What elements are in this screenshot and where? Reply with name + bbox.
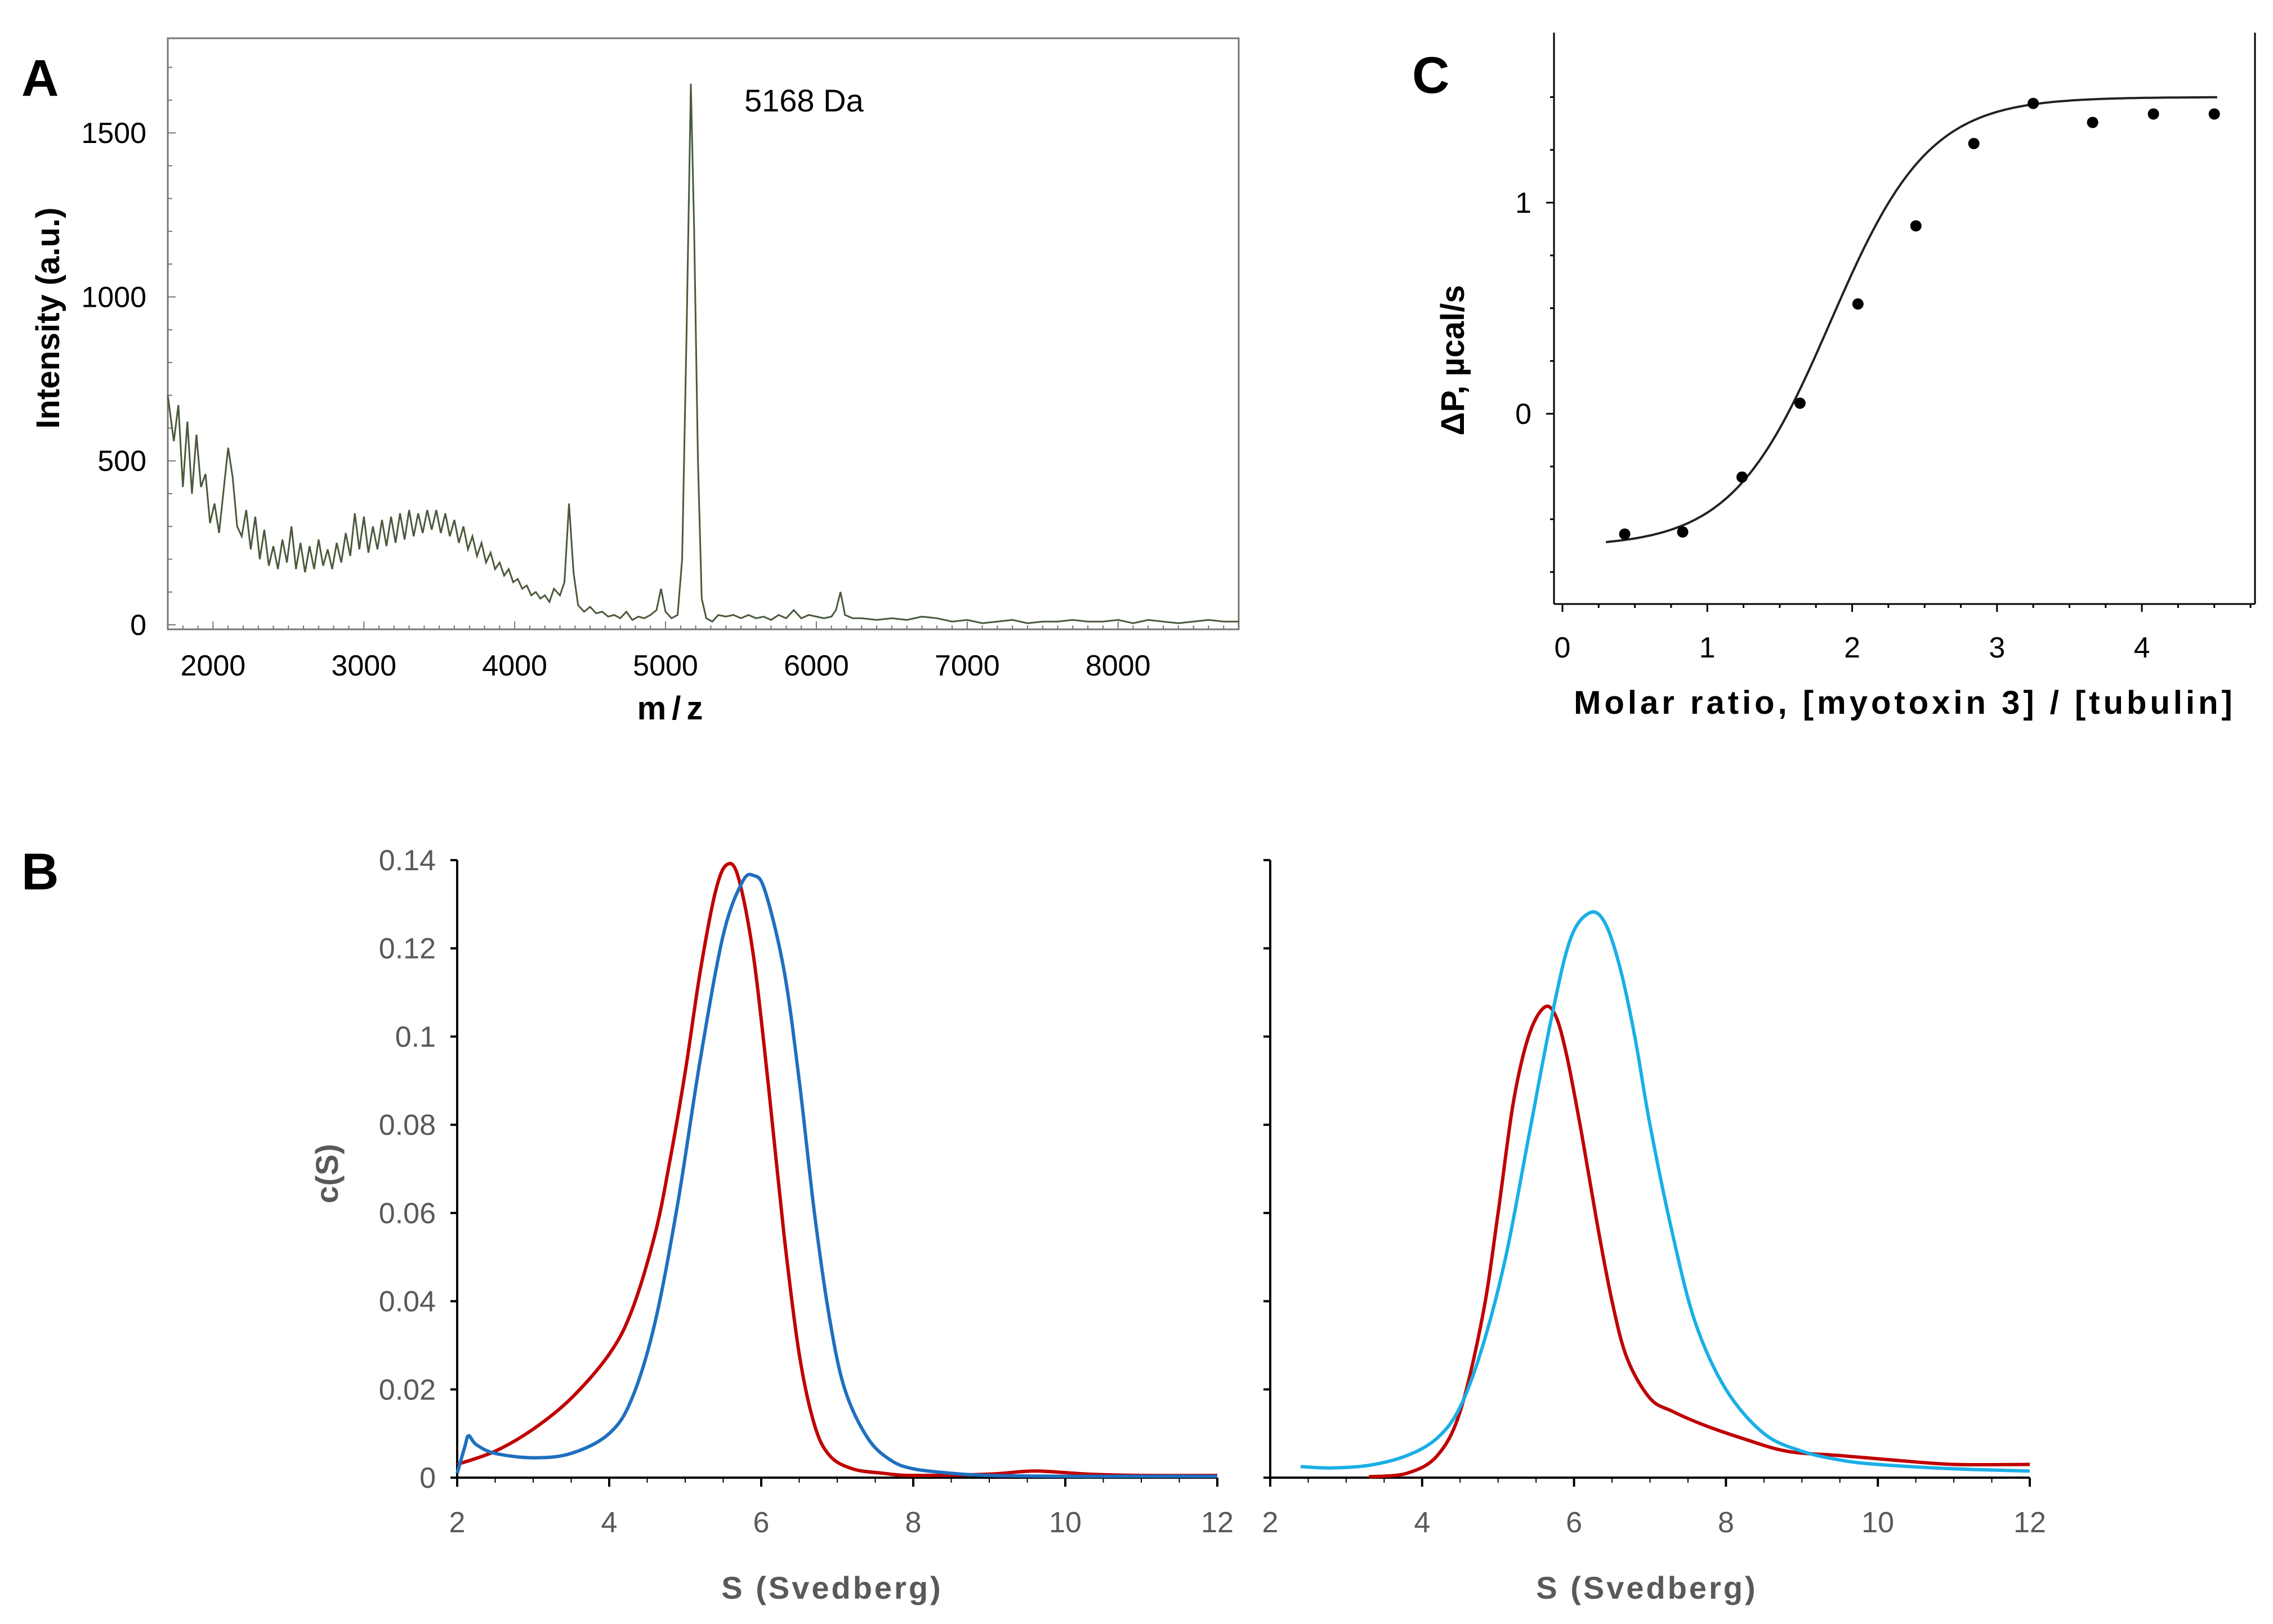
panel-c-x-title: Molar ratio, [myotoxin 3] / [tubulin] bbox=[1574, 685, 2236, 721]
panel-a-chart: 0 500 1000 1500 2000 3000 4000 5000 6000 7000 800… bbox=[30, 37, 1240, 727]
panel-b-right-chart: 2 4 6 8 10 12 S (Svedberg) bbox=[1262, 859, 2046, 1605]
x-tick-label: 3 bbox=[1989, 632, 2005, 664]
y-tick-label: 0 bbox=[1515, 398, 1531, 431]
panel-c-y-title: ΔP, µcal/s bbox=[1435, 285, 1471, 436]
x-tick-label: 8 bbox=[1718, 1506, 1734, 1539]
spectrum-line bbox=[167, 83, 1239, 624]
data-point bbox=[1852, 298, 1864, 310]
panel-a-label: A bbox=[21, 50, 59, 107]
data-point bbox=[1910, 220, 1922, 232]
series-blue-line bbox=[456, 873, 1217, 1478]
x-tick-label: 4 bbox=[2134, 632, 2150, 664]
y-tick-label: 0 bbox=[419, 1462, 436, 1495]
x-tick-label: 6000 bbox=[784, 650, 849, 682]
panel-b-right-x-title: S (Svedberg) bbox=[1536, 1570, 1757, 1605]
series-cyan-line bbox=[1300, 910, 2030, 1473]
y-tick-label: 1 bbox=[1515, 187, 1531, 220]
peak-annotation: 5168 Da bbox=[744, 83, 864, 118]
data-point bbox=[2208, 108, 2220, 120]
panel-b-left-x-title: S (Svedberg) bbox=[721, 1570, 943, 1605]
x-tick-label: 10 bbox=[1861, 1506, 1894, 1539]
data-point bbox=[2147, 108, 2159, 120]
y-tick-label: 0.08 bbox=[379, 1109, 436, 1142]
x-tick-label: 4 bbox=[601, 1506, 618, 1539]
x-tick-label: 6 bbox=[753, 1506, 770, 1539]
x-tick-label: 10 bbox=[1049, 1506, 1082, 1539]
y-tick-label: 0.14 bbox=[379, 844, 436, 877]
x-tick-label: 5000 bbox=[633, 650, 698, 682]
data-point bbox=[1677, 526, 1689, 538]
panel-c-label: C bbox=[1412, 47, 1449, 104]
panel-a-x-title: m/z bbox=[637, 690, 709, 727]
x-tick-label: 2000 bbox=[181, 650, 246, 682]
x-tick-label: 3000 bbox=[331, 650, 396, 682]
x-tick-label: 1 bbox=[1699, 632, 1716, 664]
x-tick-label: 2 bbox=[1844, 632, 1860, 664]
x-tick-label: 2 bbox=[1262, 1506, 1279, 1539]
panel-b-left-y-title: c(S) bbox=[309, 1144, 345, 1204]
series-red-line bbox=[457, 862, 1218, 1478]
x-tick-label: 8000 bbox=[1086, 650, 1151, 682]
y-tick-label: 0.04 bbox=[379, 1286, 436, 1318]
y-tick-label: 0.06 bbox=[379, 1197, 436, 1230]
data-point bbox=[2028, 97, 2039, 109]
y-tick-label: 0.02 bbox=[379, 1374, 436, 1406]
y-tick-label: 500 bbox=[97, 445, 146, 478]
panel-b-label: B bbox=[21, 843, 59, 901]
y-tick-label: 0.1 bbox=[395, 1021, 436, 1053]
x-tick-label: 12 bbox=[2013, 1506, 2046, 1539]
x-tick-label: 7000 bbox=[935, 650, 1000, 682]
panel-a-frame bbox=[167, 37, 1240, 630]
y-tick-label: 1500 bbox=[81, 117, 146, 150]
x-tick-label: 0 bbox=[1555, 632, 1571, 664]
data-point bbox=[2087, 117, 2098, 128]
series-red-line bbox=[1369, 1004, 2030, 1479]
x-tick-label: 4000 bbox=[482, 650, 547, 682]
data-point bbox=[1794, 397, 1806, 409]
fit-curve bbox=[1606, 96, 2217, 543]
data-point bbox=[1736, 471, 1748, 483]
panel-a-y-title: Intensity (a.u.) bbox=[30, 207, 66, 428]
data-point bbox=[1619, 528, 1631, 540]
x-tick-label: 2 bbox=[449, 1506, 466, 1539]
x-tick-label: 6 bbox=[1566, 1506, 1582, 1539]
x-tick-label: 4 bbox=[1414, 1506, 1430, 1539]
y-tick-label: 0 bbox=[130, 609, 146, 642]
x-tick-label: 8 bbox=[905, 1506, 922, 1539]
panel-b-left-chart: 0 0.02 0.04 0.06 0.08 0.1 0.12 0.14 2 4 6 8 10 12 S … bbox=[309, 844, 1234, 1605]
x-tick-label: 12 bbox=[1201, 1506, 1234, 1539]
data-point bbox=[1968, 138, 1980, 149]
y-tick-label: 0.12 bbox=[379, 933, 436, 965]
y-tick-label: 1000 bbox=[81, 281, 146, 314]
panel-c-chart: 01 012345 Molar ratio, [myotoxin 3] / [t… bbox=[1435, 33, 2256, 721]
